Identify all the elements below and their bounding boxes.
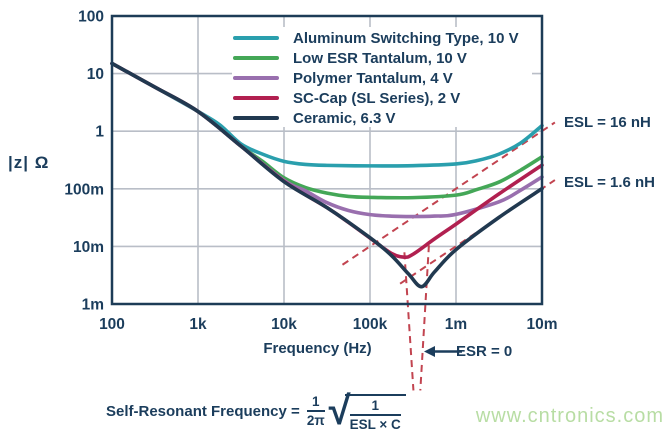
legend-swatch-polymer-tantalum xyxy=(233,75,279,81)
y-tick-label: 1 xyxy=(95,124,104,141)
y-tick-label: 10 xyxy=(87,66,104,83)
legend-swatch-sc-cap xyxy=(233,95,279,101)
legend-item: SC-Cap (SL Series), 2 V xyxy=(233,88,533,108)
x-axis-title: Frequency (Hz) xyxy=(263,340,372,357)
esr0-right-asymptote xyxy=(419,245,430,391)
legend-item: Ceramic, 6.3 V xyxy=(233,108,533,128)
formula-radicand: 1 ESL × C xyxy=(344,394,406,432)
esl-16nh-line xyxy=(341,121,556,266)
x-tick-label: 1k xyxy=(189,316,207,333)
legend-swatch-ceramic xyxy=(233,115,279,121)
legend-item: Aluminum Switching Type, 10 V xyxy=(233,28,533,48)
esr-0-annotation: ESR = 0 xyxy=(456,343,513,360)
legend-label: Aluminum Switching Type, 10 V xyxy=(293,29,519,47)
formula-fraction-1-over-eslc: 1 ESL × C xyxy=(349,398,401,432)
plot-border xyxy=(110,14,544,306)
legend: Aluminum Switching Type, 10 V Low ESR Ta… xyxy=(233,28,533,128)
x-tick-label: 1m xyxy=(445,316,467,333)
formula-denominator: ESL × C xyxy=(349,417,401,432)
formula-prefix: Self-Resonant Frequency = xyxy=(106,402,300,420)
x-tick-label: 100 xyxy=(99,316,125,333)
formula-numerator: 1 xyxy=(306,394,325,412)
formula-radical: √ 1 ESL × C xyxy=(329,390,406,432)
legend-label: SC-Cap (SL Series), 2 V xyxy=(293,89,461,107)
formula-denominator: 2π xyxy=(306,413,325,428)
formula-numerator: 1 xyxy=(349,398,401,416)
legend-item: Polymer Tantalum, 4 V xyxy=(233,68,533,88)
y-tick-label: 1m xyxy=(82,297,104,314)
esl-1.6nh-annotation: ESL = 1.6 nH xyxy=(564,174,656,191)
y-tick-label: 10m xyxy=(73,239,104,256)
legend-item: Low ESR Tantalum, 10 V xyxy=(233,48,533,68)
y-tick-label: 100 xyxy=(78,9,104,26)
watermark: www.cntronics.com xyxy=(475,405,664,427)
legend-label: Polymer Tantalum, 4 V xyxy=(293,69,453,87)
x-tick-label: 100k xyxy=(353,316,388,333)
legend-background xyxy=(232,27,532,127)
legend-label: Ceramic, 6.3 V xyxy=(293,109,396,127)
legend-label: Low ESR Tantalum, 10 V xyxy=(293,49,467,67)
x-tick-label: 10m xyxy=(526,316,557,333)
left-arrow-icon xyxy=(424,346,435,357)
esl-16nh-annotation: ESL = 16 nH xyxy=(564,114,651,131)
self-resonant-frequency-formula: Self-Resonant Frequency = 1 2π √ 1 ESL ×… xyxy=(106,388,406,434)
series-Ceramic, 6.3 V xyxy=(110,61,544,289)
legend-swatch-aluminum xyxy=(233,35,279,41)
y-axis-title: |z| Ω xyxy=(8,153,50,172)
legend-swatch-low-esr-tantalum xyxy=(233,55,279,61)
x-tick-label: 10k xyxy=(271,316,297,333)
square-root-icon: √ xyxy=(328,389,351,433)
formula-fraction-1-over-2pi: 1 2π xyxy=(306,394,325,428)
y-tick-label: 100m xyxy=(64,181,104,198)
